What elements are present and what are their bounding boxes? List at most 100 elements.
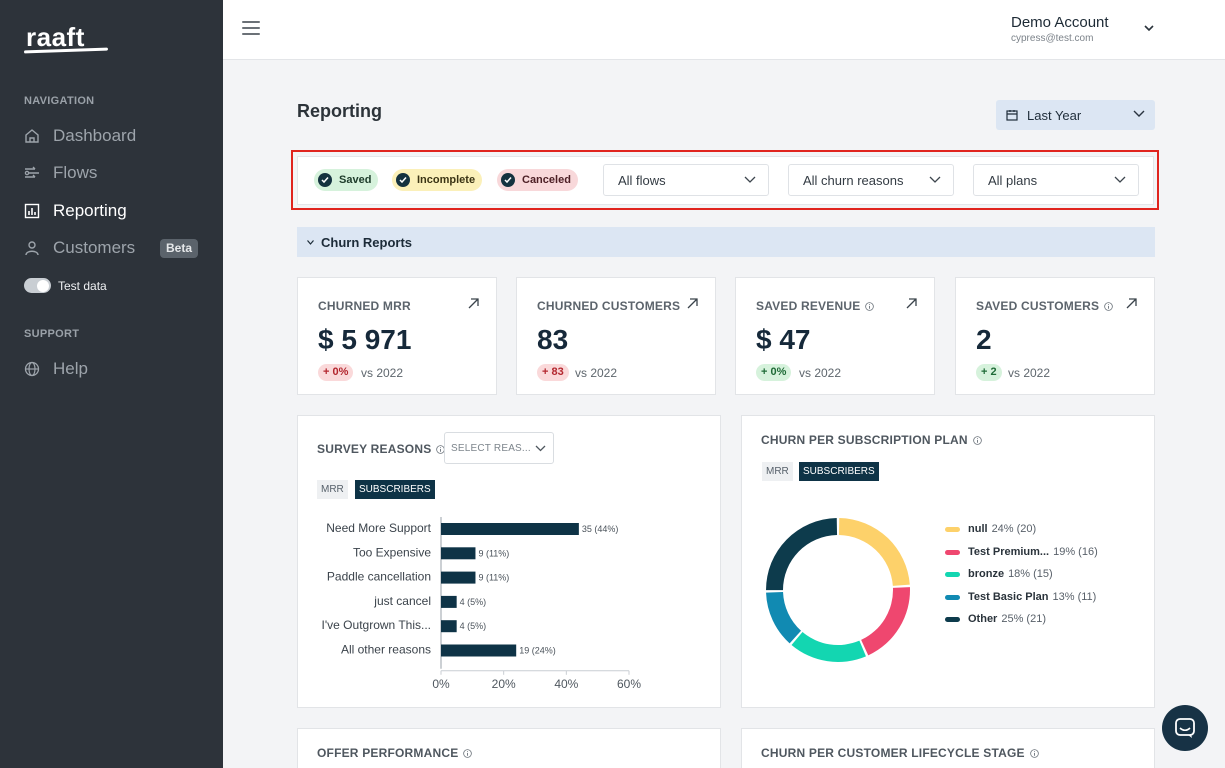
arrow-up-right-icon[interactable] <box>687 298 698 309</box>
sidebar-item-reporting[interactable]: Reporting <box>24 199 127 223</box>
legend-name: Test Basic Plan <box>968 591 1049 603</box>
x-tick-label: 0% <box>432 677 450 691</box>
panel-title-text: OFFER PERFORMANCE <box>317 746 459 760</box>
chevron-down-icon <box>1114 176 1126 183</box>
info-icon[interactable] <box>1029 748 1039 758</box>
chip-incomplete[interactable]: Incomplete <box>392 169 483 191</box>
chat-launcher-button[interactable] <box>1162 705 1208 751</box>
sidebar-item-flows[interactable]: Flows <box>24 161 97 185</box>
kpi-delta: + 0% <box>756 364 792 381</box>
chevron-down-icon[interactable] <box>1143 23 1155 33</box>
bar-value-label: 9 (11%) <box>478 573 509 583</box>
toggle-knob <box>37 279 49 292</box>
panel-title: SURVEY REASONS <box>317 442 446 456</box>
kpi-title: SAVED REVENUE <box>756 299 875 313</box>
legend-swatch <box>945 616 960 622</box>
chip-label: Incomplete <box>417 174 476 186</box>
chevron-down-icon <box>1133 110 1145 117</box>
kpi-title-text: SAVED CUSTOMERS <box>976 299 1100 313</box>
info-icon[interactable] <box>865 301 875 311</box>
sidebar-item-help[interactable]: Help <box>24 357 88 381</box>
check-icon <box>318 173 332 187</box>
toggle-mrr[interactable]: MRR <box>762 462 793 481</box>
kpi-title: CHURNED CUSTOMERS <box>537 299 680 313</box>
churn-reasons-select[interactable]: All churn reasons <box>788 164 954 196</box>
sidebar-item-label: Flows <box>53 163 98 182</box>
chip-canceled[interactable]: Canceled <box>497 169 578 191</box>
kpi-card-churned-customers: CHURNED CUSTOMERS 83 + 83 vs 2022 <box>516 277 716 395</box>
test-data-toggle[interactable] <box>24 278 51 293</box>
panel-title-text: CHURN PER SUBSCRIPTION PLAN <box>761 433 968 447</box>
category-label: Paddle cancellation <box>327 570 431 584</box>
kpi-title-text: CHURNED MRR <box>318 299 411 313</box>
bar <box>441 595 457 608</box>
check-icon <box>396 173 410 187</box>
category-label: All other reasons <box>341 643 431 657</box>
sidebar-item-customers[interactable]: Customers <box>24 236 135 260</box>
churn-lifecycle-panel: CHURN PER CUSTOMER LIFECYCLE STAGE <box>741 728 1155 768</box>
bar <box>441 644 517 657</box>
plans-select[interactable]: All plans <box>973 164 1139 196</box>
kpi-card-churned-mrr: CHURNED MRR $ 5 971 + 0% vs 2022 <box>297 277 497 395</box>
info-icon[interactable] <box>1104 301 1114 311</box>
arrow-up-right-icon[interactable] <box>468 298 479 309</box>
donut-slice <box>838 518 910 586</box>
legend-name: null <box>968 523 988 535</box>
flows-select-value: All flows <box>618 172 666 188</box>
chip-saved[interactable]: Saved <box>314 169 379 191</box>
offer-performance-panel: OFFER PERFORMANCE <box>297 728 721 768</box>
kpi-title: CHURNED MRR <box>318 299 411 313</box>
reason-select[interactable]: SELECT REAS... <box>444 432 554 464</box>
sidebar: raaft NAVIGATION Dashboard Flows Reporti… <box>0 0 223 768</box>
sidebar-item-label: Help <box>53 359 88 378</box>
legend-value: 25% (21) <box>1001 613 1046 625</box>
menu-icon[interactable] <box>242 21 260 35</box>
legend-value: 19% (16) <box>1053 546 1098 558</box>
legend-item: Other 25% (21) <box>945 613 1046 625</box>
sidebar-item-label: Dashboard <box>53 126 137 145</box>
x-tick-label: 20% <box>492 677 516 691</box>
date-range-select[interactable]: Last Year <box>996 100 1155 130</box>
churn-reports-section[interactable]: Churn Reports <box>297 227 1155 257</box>
kpi-delta: + 0% <box>318 364 354 381</box>
panel-title: CHURN PER CUSTOMER LIFECYCLE STAGE <box>761 746 1039 760</box>
churn-reasons-select-value: All churn reasons <box>803 172 904 188</box>
panel-title: OFFER PERFORMANCE <box>317 746 473 760</box>
kpi-title: SAVED CUSTOMERS <box>976 299 1114 313</box>
legend-swatch <box>945 549 960 555</box>
navigation-heading: NAVIGATION <box>24 95 95 107</box>
chevron-down-icon <box>929 176 941 183</box>
home-icon <box>25 129 39 143</box>
chevron-down-icon <box>307 239 314 245</box>
churn-per-plan-panel: CHURN PER SUBSCRIPTION PLAN MRR SUBSCRIB… <box>741 415 1155 708</box>
sidebar-item-dashboard[interactable]: Dashboard <box>24 124 136 148</box>
bar-value-label: 4 (5%) <box>460 621 487 631</box>
arrow-up-right-icon[interactable] <box>1126 298 1137 309</box>
kpi-title-text: CHURNED CUSTOMERS <box>537 299 681 313</box>
chip-label: Canceled <box>522 174 571 186</box>
toggle-mrr[interactable]: MRR <box>317 480 348 499</box>
bar-value-label: 19 (24%) <box>519 646 556 656</box>
x-tick-label: 60% <box>617 677 641 691</box>
bar-value-label: 35 (44%) <box>582 524 619 534</box>
kpi-card-saved-customers: SAVED CUSTOMERS 2 + 2 vs 2022 <box>955 277 1155 395</box>
toggle-subscribers[interactable]: SUBSCRIBERS <box>355 480 435 499</box>
support-heading: SUPPORT <box>24 328 80 340</box>
account-email: cypress@test.com <box>1011 33 1094 44</box>
legend-name: Other <box>968 613 998 625</box>
legend-value: 13% (11) <box>1052 591 1097 603</box>
flows-select[interactable]: All flows <box>603 164 769 196</box>
category-label: just cancel <box>373 594 431 608</box>
sidebar-item-label: Customers <box>53 238 136 257</box>
toggle-subscribers[interactable]: SUBSCRIBERS <box>799 462 879 481</box>
flows-icon <box>24 166 39 178</box>
arrow-up-right-icon[interactable] <box>906 298 917 309</box>
logo[interactable]: raaft <box>26 22 85 52</box>
panel-title-text: SURVEY REASONS <box>317 442 432 456</box>
legend-name: bronze <box>968 568 1005 580</box>
kpi-value: $ 5 971 <box>318 324 412 355</box>
account-name[interactable]: Demo Account <box>1011 14 1109 31</box>
info-icon[interactable] <box>463 748 473 758</box>
kpi-value: 83 <box>537 324 569 355</box>
info-icon[interactable] <box>972 435 982 445</box>
